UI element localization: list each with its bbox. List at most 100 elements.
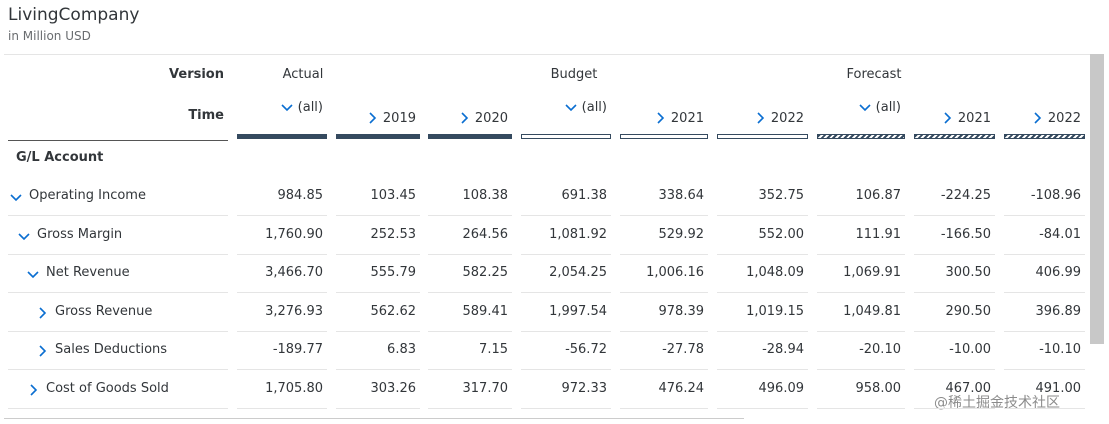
- title: LivingCompany: [8, 5, 140, 25]
- cell-line: [336, 407, 420, 409]
- row-line: [8, 369, 228, 370]
- cell-line: [336, 330, 420, 332]
- chevron[interactable]: [754, 112, 766, 124]
- cell: 1,049.81: [843, 303, 901, 319]
- cell: -10.10: [1039, 342, 1081, 357]
- chevron[interactable]: [27, 268, 39, 280]
- column-header[interactable]: 2022: [1047, 111, 1081, 126]
- column-header[interactable]: (all): [581, 100, 607, 115]
- cell: 691.38: [561, 188, 608, 203]
- chevron[interactable]: [36, 306, 48, 319]
- cell: -84.01: [1039, 226, 1081, 242]
- chevron[interactable]: [10, 191, 22, 203]
- cell-line: [620, 292, 708, 293]
- cell-line: [428, 215, 512, 216]
- cell-line: [1004, 330, 1085, 332]
- cell: 1,760.90: [265, 226, 323, 242]
- cell-line: [717, 292, 808, 293]
- cell: -108.96: [1030, 188, 1081, 203]
- cell-line: [428, 330, 512, 332]
- cell: 582.25: [462, 265, 509, 280]
- subtitle: in Million USD: [8, 29, 91, 43]
- cell-line: [620, 407, 708, 409]
- cell-line: [717, 330, 808, 332]
- cell: 1,069.91: [843, 265, 901, 280]
- cell-line: [428, 407, 512, 409]
- chevron[interactable]: [941, 112, 953, 124]
- row-label[interactable]: Net Revenue: [46, 265, 130, 280]
- cell-line: [237, 253, 327, 255]
- cell: 406.99: [1035, 265, 1082, 280]
- cell: 1,705.80: [265, 380, 323, 396]
- cell-line: [620, 215, 708, 216]
- cell: -166.50: [940, 226, 991, 242]
- cell: 3,466.70: [265, 265, 323, 280]
- chevron[interactable]: [565, 101, 577, 113]
- chevron[interactable]: [281, 101, 293, 113]
- column-header[interactable]: (all): [297, 100, 323, 115]
- cell-line: [817, 369, 905, 370]
- cell-line: [817, 407, 905, 409]
- cell: 396.89: [1035, 303, 1082, 319]
- cell-line: [336, 292, 420, 293]
- version-header: Budget: [550, 67, 598, 82]
- cell: 1,081.92: [549, 226, 607, 242]
- cell-line: [914, 407, 995, 409]
- chevron[interactable]: [458, 112, 470, 124]
- scrollbar[interactable]: [1090, 54, 1104, 344]
- column-header[interactable]: 2022: [770, 111, 804, 126]
- row-label[interactable]: Sales Deductions: [55, 342, 168, 357]
- cell: 111.91: [855, 226, 902, 242]
- cell-line: [237, 369, 327, 370]
- cell: 103.45: [370, 188, 417, 203]
- cell-line: [914, 215, 995, 216]
- row-label[interactable]: Cost of Goods Sold: [46, 380, 169, 396]
- cell-line: [914, 330, 995, 332]
- time-label: Time: [188, 108, 224, 123]
- cell-line: [428, 369, 512, 370]
- cell-line: [620, 369, 708, 370]
- cell: -189.77: [272, 342, 323, 357]
- divider: [4, 54, 1090, 55]
- cell-line: [336, 253, 420, 255]
- chevron[interactable]: [654, 112, 666, 124]
- cell-line: [428, 292, 512, 293]
- cell-line: [521, 369, 611, 370]
- cell: 1,048.09: [746, 265, 804, 280]
- cell-line: [521, 253, 611, 255]
- cell: 529.92: [658, 226, 705, 242]
- cell: 552.00: [758, 226, 805, 242]
- cell-line: [237, 292, 327, 293]
- column-header[interactable]: 2021: [670, 111, 704, 126]
- cell: 476.24: [658, 380, 705, 396]
- cell: 491.00: [1035, 380, 1082, 396]
- row-label[interactable]: Gross Margin: [37, 226, 123, 242]
- cell-line: [914, 369, 995, 370]
- cell-line: [717, 369, 808, 370]
- chevron[interactable]: [859, 101, 871, 113]
- chevron[interactable]: [36, 345, 48, 357]
- cell: 1,006.16: [646, 265, 704, 280]
- version-bar: [428, 134, 512, 139]
- column-header[interactable]: 2021: [957, 111, 991, 126]
- chevron[interactable]: [27, 383, 39, 396]
- cell: -224.25: [940, 188, 991, 203]
- cell: 252.53: [370, 226, 417, 242]
- column-header[interactable]: 2020: [474, 111, 508, 126]
- row-label[interactable]: Gross Revenue: [55, 303, 153, 319]
- cell-line: [521, 330, 611, 332]
- chevron[interactable]: [18, 230, 30, 242]
- cell-line: [428, 253, 512, 255]
- cell: 290.50: [945, 303, 992, 319]
- chevron[interactable]: [1031, 112, 1043, 124]
- cell-line: [817, 330, 905, 332]
- cell-line: [717, 215, 808, 216]
- cell-line: [914, 253, 995, 255]
- cell: -28.94: [762, 342, 804, 357]
- cell-line: [1004, 292, 1085, 293]
- row-label[interactable]: Operating Income: [29, 188, 146, 203]
- chevron[interactable]: [366, 112, 378, 124]
- column-header[interactable]: 2019: [382, 111, 416, 126]
- cell: -56.72: [565, 342, 607, 357]
- column-header[interactable]: (all): [875, 100, 901, 115]
